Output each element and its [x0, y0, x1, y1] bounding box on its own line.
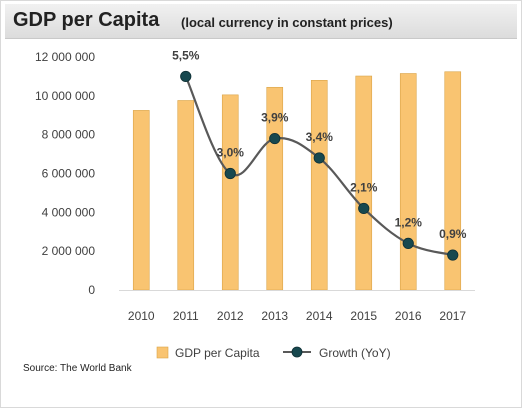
- legend-label-growth: Growth (YoY): [319, 346, 391, 360]
- legend-marker-growth: [291, 346, 303, 358]
- chart-title: GDP per Capita: [13, 9, 160, 31]
- x-tick-label: 2012: [217, 309, 244, 323]
- x-tick-label: 2016: [395, 309, 422, 323]
- growth-data-label: 3,9%: [261, 111, 289, 125]
- title-bar: GDP per Capita (local currency in consta…: [5, 4, 517, 39]
- x-tick-label: 2013: [261, 309, 288, 323]
- y-tick-label: 10 000 000: [35, 89, 95, 103]
- bar: [177, 100, 195, 291]
- y-tick-label: 2 000 000: [42, 244, 96, 258]
- growth-point: [402, 237, 414, 249]
- growth-point: [447, 249, 459, 261]
- bar: [310, 80, 328, 291]
- chart-subtitle: (local currency in constant prices): [181, 15, 393, 30]
- bar: [132, 110, 150, 291]
- y-tick-label: 0: [88, 283, 95, 297]
- x-tick-label: 2014: [306, 309, 333, 323]
- bar: [221, 94, 239, 291]
- growth-points: [180, 70, 459, 261]
- growth-point: [269, 132, 281, 145]
- x-tick-label: 2017: [439, 309, 466, 323]
- y-tick-label: 6 000 000: [42, 167, 96, 181]
- growth-data-label: 3,4%: [306, 130, 334, 144]
- y-tick-label: 4 000 000: [42, 205, 96, 219]
- bar-series: [132, 71, 462, 291]
- x-tick-label: 2010: [128, 309, 155, 323]
- growth-point: [358, 202, 370, 215]
- growth-data-label: 3,0%: [217, 146, 245, 160]
- growth-point: [224, 167, 236, 180]
- growth-data-label: 5,5%: [172, 48, 200, 62]
- growth-point: [180, 70, 192, 83]
- x-tick-label: 2015: [350, 309, 377, 323]
- bar: [399, 73, 417, 291]
- growth-data-label: 2,1%: [350, 180, 378, 194]
- y-tick-label: 12 000 000: [35, 50, 95, 64]
- growth-data-label: 0,9%: [439, 227, 467, 241]
- growth-point: [313, 152, 325, 164]
- y-axis: 0 2 000 000 4 000 000 6 000 000 8 000 000 10 …: [35, 50, 95, 297]
- y-tick-label: 8 000 000: [42, 128, 96, 142]
- legend-swatch-gdp: [156, 346, 169, 359]
- source-note: Source: The World Bank: [23, 363, 132, 374]
- data-labels: 5,5% 3,0% 3,9% 3,4% 2,1% 1,2% 0,9%: [172, 48, 467, 241]
- x-axis: 2010 2011 2012 2013 2014 2015 2016 2017: [128, 309, 467, 323]
- legend: GDP per Capita Growth (YoY): [156, 346, 391, 360]
- x-tick-label: 2011: [173, 309, 199, 323]
- growth-data-label: 1,2%: [395, 215, 423, 229]
- legend-label-gdp: GDP per Capita: [175, 346, 260, 360]
